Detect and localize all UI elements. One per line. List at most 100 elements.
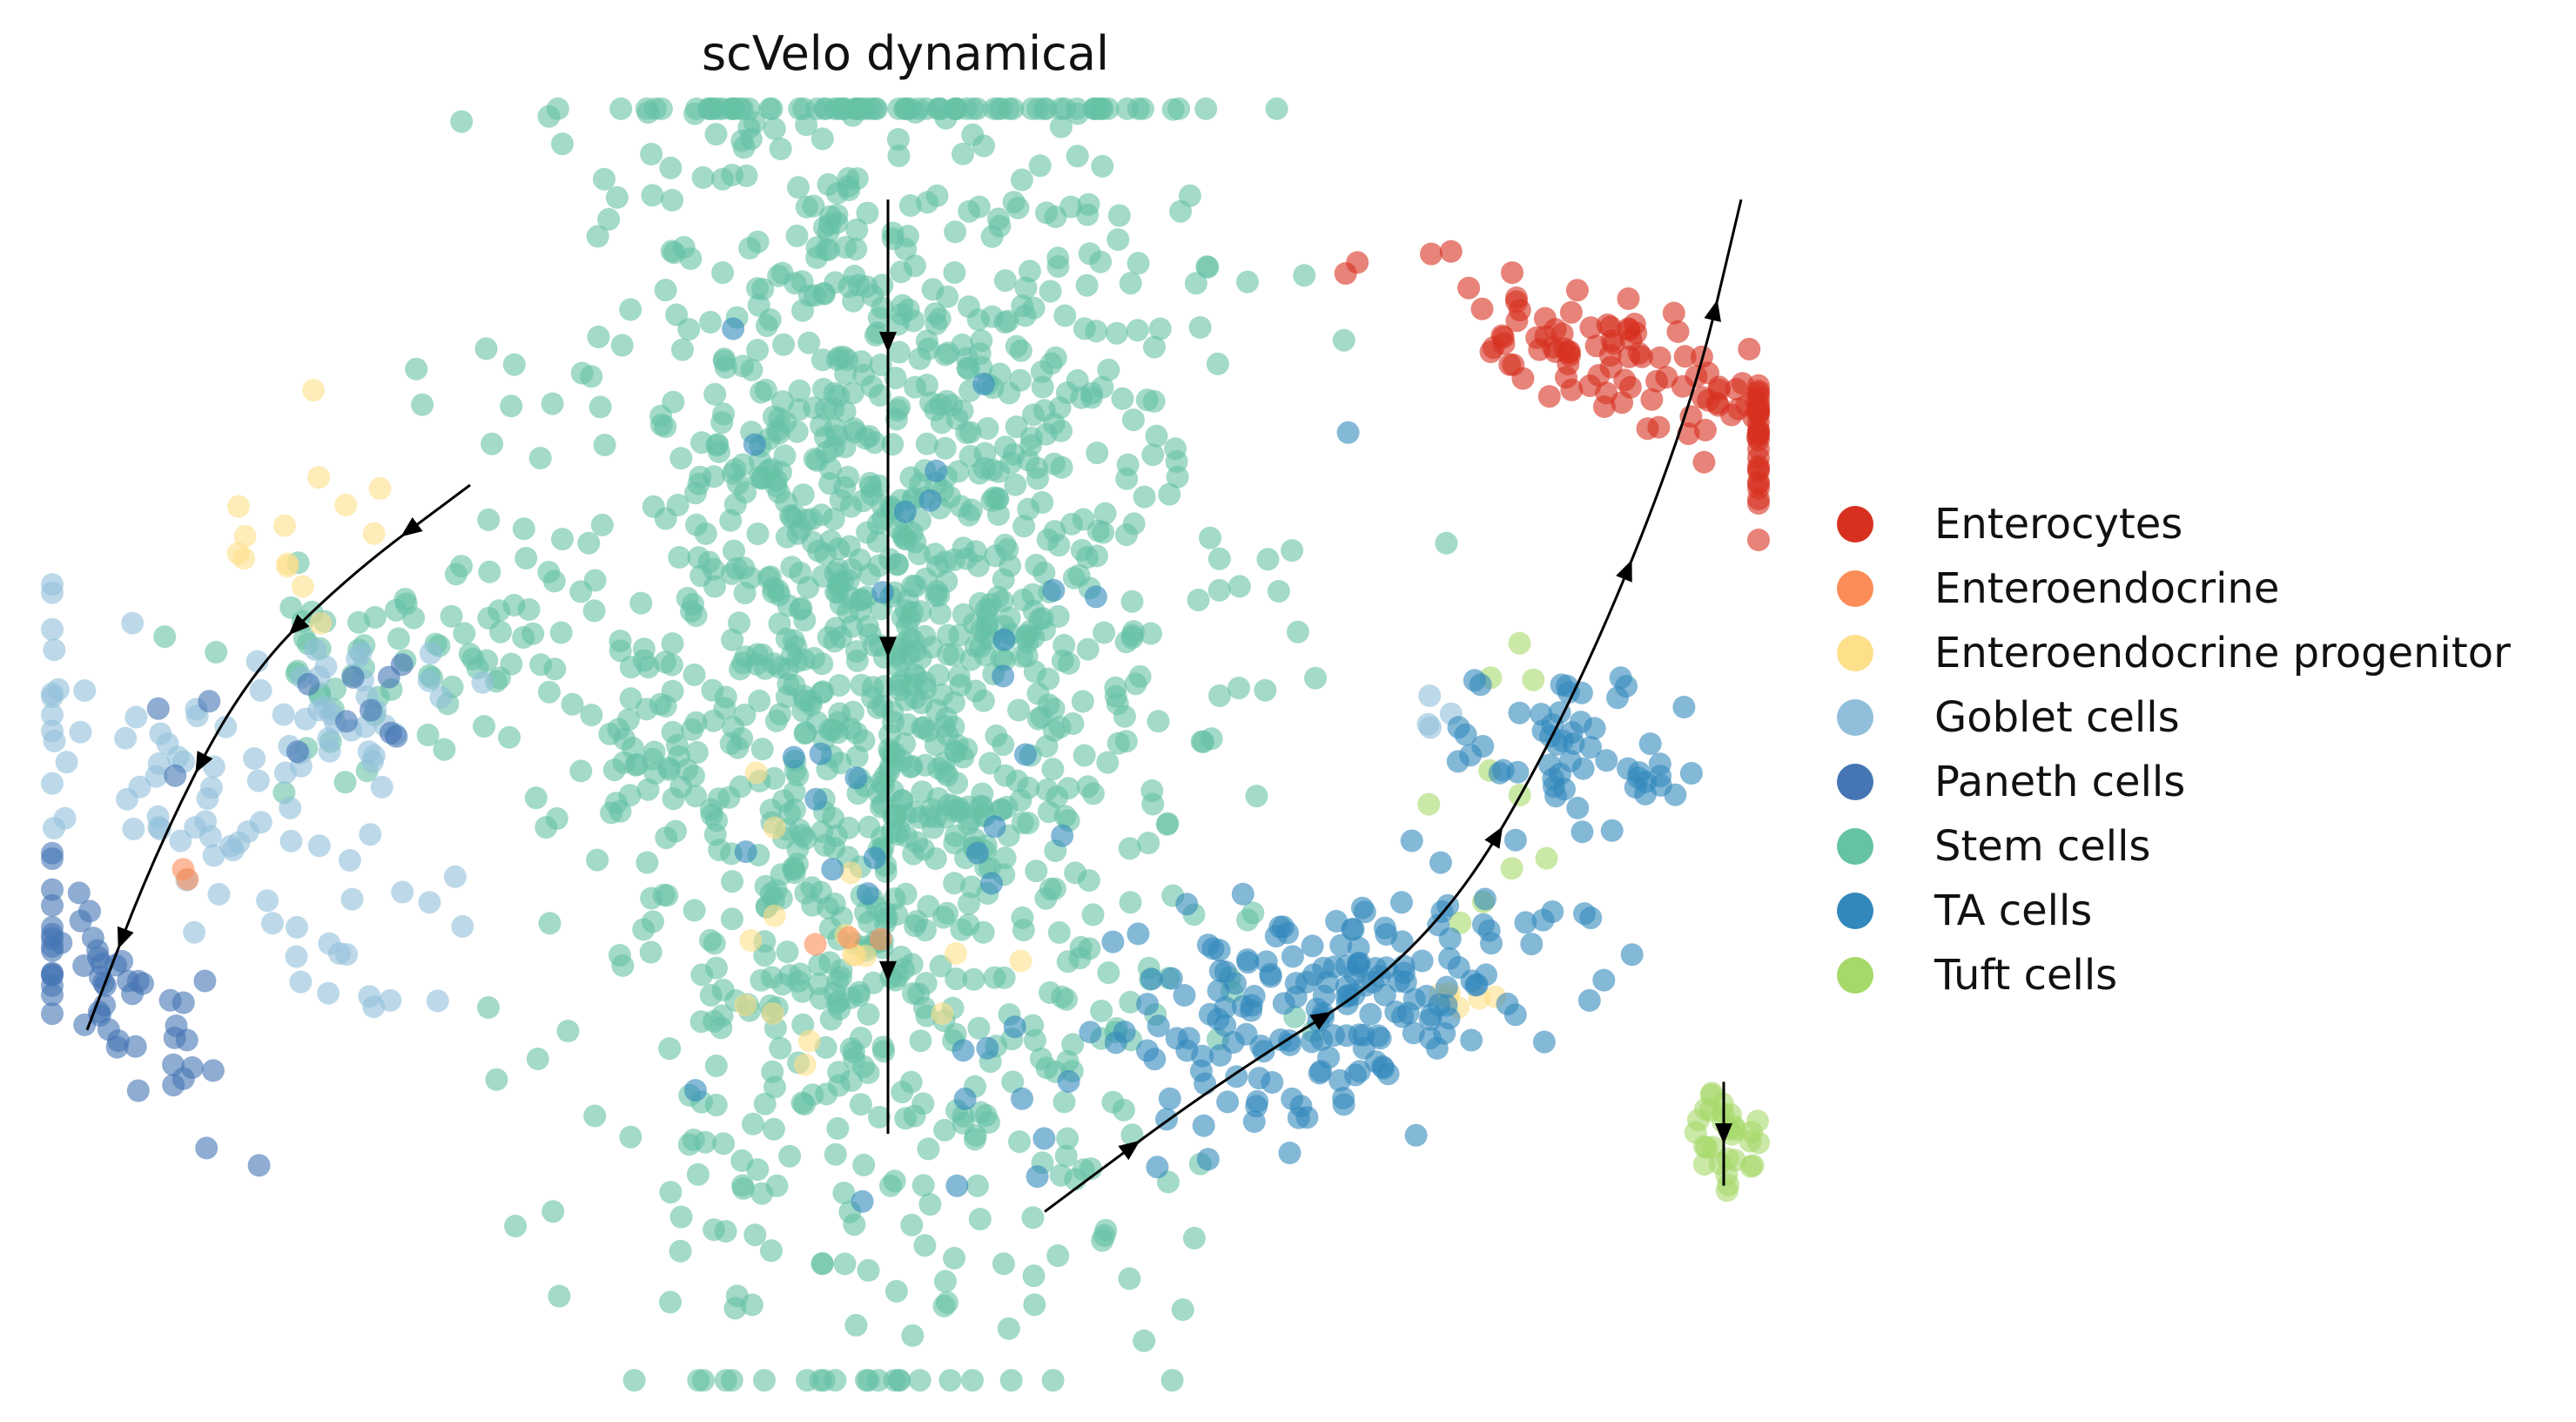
cell-point — [1091, 97, 1114, 120]
cell-point — [341, 665, 365, 689]
cell-point — [488, 666, 511, 690]
cell-point — [1649, 765, 1672, 788]
cell-point — [733, 704, 757, 726]
cell-point — [1464, 974, 1488, 997]
cell-point — [1693, 418, 1717, 441]
cell-point — [41, 1002, 64, 1026]
cell-point — [1175, 893, 1199, 916]
cell-point — [909, 1029, 932, 1053]
cell-point — [704, 1055, 728, 1077]
cell-point — [50, 931, 73, 954]
cell-point — [969, 794, 992, 818]
cell-point — [1369, 1027, 1392, 1050]
cell-point — [659, 1291, 682, 1314]
cell-point — [1127, 252, 1150, 275]
cell-point — [1061, 1033, 1085, 1056]
cell-point — [334, 494, 358, 516]
cell-point — [943, 261, 966, 284]
cell-point — [1189, 1059, 1213, 1082]
cell-point — [387, 627, 410, 650]
cell-point — [824, 824, 848, 847]
cell-point — [556, 1020, 580, 1042]
cell-point — [1671, 374, 1694, 398]
cell-point — [1555, 366, 1577, 389]
cell-point — [668, 546, 691, 569]
cell-point — [43, 638, 66, 662]
cell-point — [1565, 279, 1589, 302]
cell-point — [1571, 757, 1595, 780]
cell-point — [1031, 491, 1054, 514]
cell-point — [314, 655, 338, 678]
cell-point — [948, 799, 972, 823]
cell-point — [1026, 1165, 1049, 1189]
cell-point — [825, 424, 849, 448]
cell-point — [586, 848, 609, 872]
cell-point — [297, 672, 320, 696]
cell-point — [1439, 239, 1463, 263]
cell-point — [1073, 317, 1096, 340]
cell-point — [453, 622, 476, 645]
cell-point — [1120, 626, 1144, 650]
cell-point — [1118, 1267, 1141, 1291]
cell-point — [169, 829, 192, 853]
cell-point — [618, 784, 642, 807]
cell-point — [1506, 760, 1530, 784]
cell-point — [1214, 1014, 1237, 1037]
cell-point — [913, 1234, 937, 1257]
cell-point — [611, 954, 635, 977]
cell-point — [1143, 335, 1166, 359]
cell-point — [226, 542, 250, 565]
legend-item: Enterocytes — [1837, 492, 2511, 556]
cell-point — [443, 865, 467, 888]
cell-point — [569, 759, 593, 783]
legend-label: Enteroendocrine — [1934, 564, 2280, 613]
cell-point — [1435, 975, 1458, 999]
cell-point — [952, 1104, 975, 1128]
cell-point — [848, 97, 871, 120]
cell-point — [114, 726, 138, 750]
cell-point — [1107, 204, 1131, 227]
cell-point — [869, 354, 892, 377]
cell-point — [857, 1002, 880, 1026]
cell-point — [1738, 337, 1761, 361]
cell-point — [776, 940, 799, 964]
cell-point — [759, 799, 783, 822]
cell-point — [669, 447, 693, 470]
cell-point — [728, 611, 750, 635]
cell-point — [1390, 930, 1414, 954]
cell-point — [783, 780, 806, 804]
cell-point — [1542, 335, 1564, 359]
cell-point — [992, 628, 1016, 651]
cell-point — [1429, 851, 1452, 874]
cell-point — [929, 954, 952, 978]
legend-item: TA cells — [1837, 879, 2511, 943]
cell-point — [770, 261, 794, 285]
cell-point — [962, 967, 985, 991]
cell-point — [1135, 388, 1159, 412]
cell-point — [1336, 421, 1360, 444]
cell-point — [710, 1004, 734, 1028]
cell-point — [810, 1252, 834, 1276]
cell-point — [639, 940, 662, 964]
cell-point — [1053, 304, 1077, 327]
cell-point — [1615, 675, 1638, 698]
cell-point — [279, 796, 302, 819]
cell-point — [829, 751, 852, 775]
cell-point — [1435, 531, 1458, 555]
cell-point — [1410, 949, 1434, 973]
cell-point — [790, 1091, 814, 1115]
cell-point — [1438, 927, 1462, 950]
cell-point — [821, 718, 844, 742]
cell-point — [1551, 729, 1574, 752]
cell-point — [824, 1142, 847, 1166]
cell-point — [992, 1252, 1015, 1276]
cell-point — [1053, 1090, 1076, 1114]
cell-point — [1028, 154, 1052, 178]
cell-point — [985, 487, 1009, 510]
cell-point — [863, 846, 886, 870]
cell-point — [707, 787, 730, 811]
legend-swatch — [1837, 506, 1873, 543]
legend-item: Paneth cells — [1837, 750, 2511, 814]
cell-point — [549, 621, 573, 644]
